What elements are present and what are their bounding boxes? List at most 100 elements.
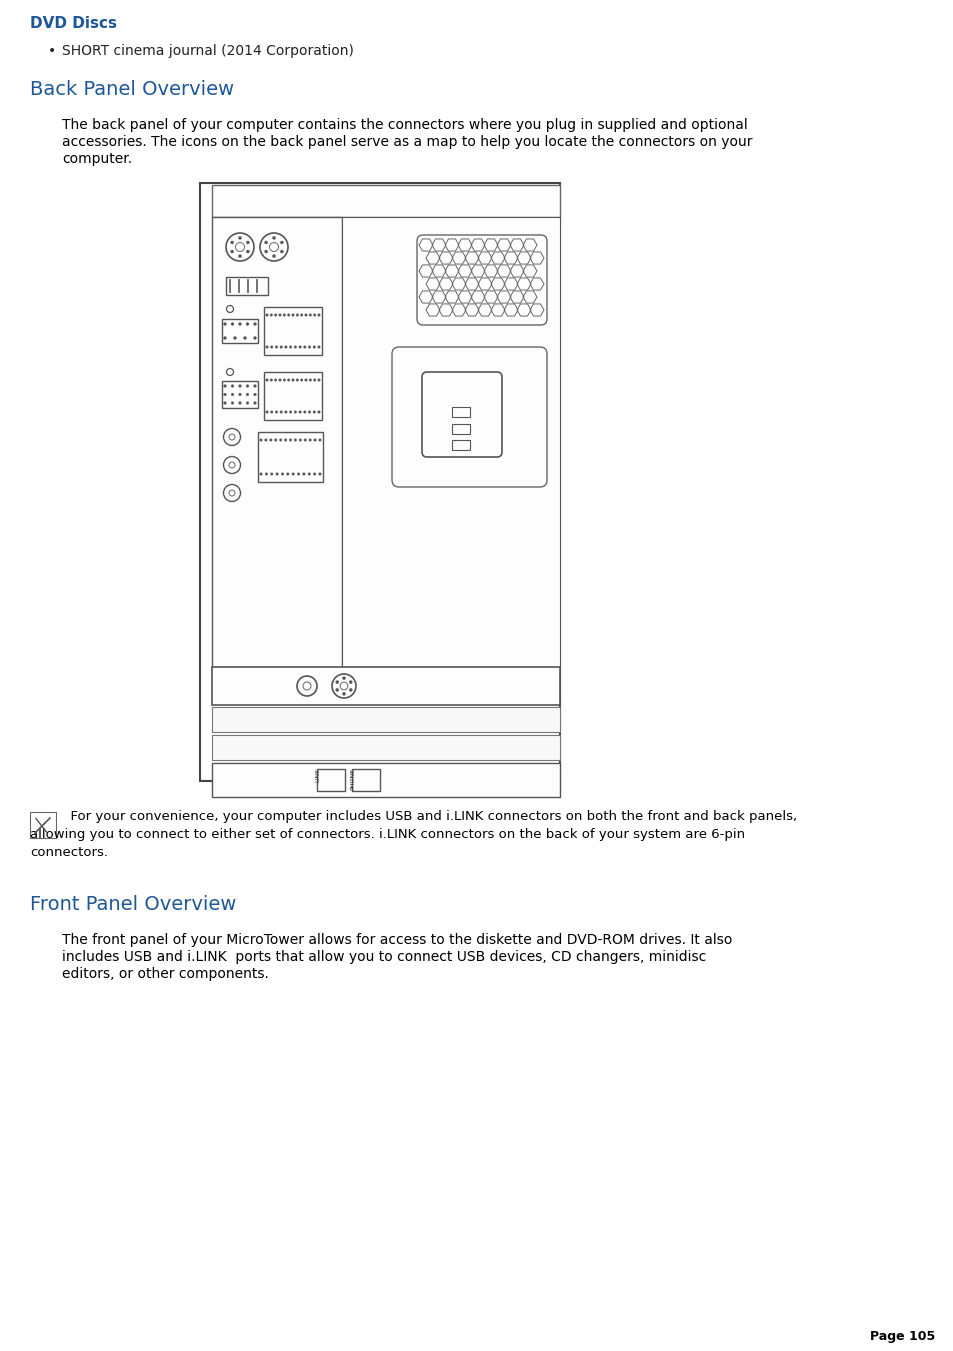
Circle shape: [246, 393, 249, 396]
Bar: [316, 769, 345, 790]
Circle shape: [266, 411, 268, 413]
Circle shape: [284, 439, 287, 442]
Circle shape: [231, 250, 233, 253]
Circle shape: [274, 346, 277, 349]
Circle shape: [289, 411, 292, 413]
Circle shape: [314, 439, 316, 442]
Circle shape: [302, 473, 305, 476]
Circle shape: [289, 346, 292, 349]
Circle shape: [295, 313, 298, 316]
Circle shape: [300, 313, 303, 316]
Circle shape: [231, 401, 233, 404]
Circle shape: [342, 677, 345, 680]
Bar: [212, 763, 559, 797]
Text: LINE: LINE: [314, 767, 319, 782]
Text: For your convenience, your computer includes USB and i.LINK connectors on both t: For your convenience, your computer incl…: [62, 811, 797, 823]
Circle shape: [246, 250, 249, 253]
Circle shape: [238, 236, 241, 239]
Circle shape: [279, 346, 282, 349]
Circle shape: [283, 378, 285, 381]
Circle shape: [223, 336, 226, 339]
Circle shape: [313, 411, 315, 413]
Text: PHONE: PHONE: [350, 767, 355, 790]
Circle shape: [287, 378, 290, 381]
Circle shape: [313, 378, 315, 381]
Circle shape: [304, 439, 306, 442]
Circle shape: [309, 313, 312, 316]
Circle shape: [317, 378, 320, 381]
Text: Back Panel Overview: Back Panel Overview: [30, 80, 233, 99]
Text: •: •: [48, 45, 56, 58]
Circle shape: [294, 411, 296, 413]
Circle shape: [265, 473, 268, 476]
Circle shape: [317, 411, 320, 413]
Bar: [212, 735, 559, 761]
Bar: [212, 218, 341, 701]
Circle shape: [253, 336, 256, 339]
Bar: [212, 667, 559, 705]
Circle shape: [273, 254, 275, 258]
Circle shape: [313, 346, 315, 349]
FancyBboxPatch shape: [416, 235, 546, 326]
Circle shape: [318, 473, 321, 476]
Circle shape: [238, 385, 241, 388]
Text: SHORT cinema journal (2014 Corporation): SHORT cinema journal (2014 Corporation): [62, 45, 354, 58]
Text: editors, or other components.: editors, or other components.: [62, 967, 269, 981]
Circle shape: [297, 473, 299, 476]
Circle shape: [264, 250, 268, 253]
Circle shape: [281, 473, 283, 476]
Text: computer.: computer.: [62, 153, 132, 166]
Circle shape: [231, 385, 233, 388]
Circle shape: [298, 439, 301, 442]
Circle shape: [335, 681, 338, 684]
Text: DVD Discs: DVD Discs: [30, 16, 117, 31]
Bar: [264, 307, 322, 355]
Circle shape: [270, 346, 273, 349]
Circle shape: [274, 411, 277, 413]
Circle shape: [292, 313, 294, 316]
Circle shape: [303, 411, 306, 413]
Circle shape: [317, 346, 320, 349]
Circle shape: [253, 323, 256, 326]
Bar: [212, 707, 559, 732]
Circle shape: [246, 385, 249, 388]
Circle shape: [274, 439, 276, 442]
Text: The back panel of your computer contains the connectors where you plug in suppli: The back panel of your computer contains…: [62, 118, 747, 132]
Circle shape: [313, 473, 315, 476]
Text: allowing you to connect to either set of connectors. i.LINK connectors on the ba: allowing you to connect to either set of…: [30, 828, 744, 842]
Circle shape: [295, 378, 298, 381]
Bar: [226, 277, 268, 295]
Circle shape: [238, 254, 241, 258]
Bar: [452, 424, 470, 434]
Circle shape: [287, 313, 290, 316]
Circle shape: [231, 323, 233, 326]
Circle shape: [238, 323, 241, 326]
Bar: [264, 372, 322, 420]
Circle shape: [289, 439, 292, 442]
Circle shape: [246, 240, 249, 245]
Text: includes USB and i.LINK  ports that allow you to connect USB devices, CD changer: includes USB and i.LINK ports that allow…: [62, 950, 705, 965]
Bar: [257, 432, 323, 482]
Circle shape: [279, 439, 282, 442]
Circle shape: [317, 313, 320, 316]
Circle shape: [309, 378, 312, 381]
Circle shape: [308, 473, 311, 476]
Bar: [212, 185, 559, 218]
Circle shape: [280, 240, 283, 245]
Circle shape: [308, 411, 311, 413]
Circle shape: [238, 393, 241, 396]
Circle shape: [270, 411, 273, 413]
Circle shape: [300, 378, 303, 381]
Circle shape: [259, 473, 262, 476]
Circle shape: [284, 411, 287, 413]
Bar: [452, 407, 470, 417]
Circle shape: [273, 236, 275, 239]
Circle shape: [253, 393, 256, 396]
Bar: [341, 218, 559, 701]
Circle shape: [309, 439, 311, 442]
Circle shape: [279, 411, 282, 413]
Circle shape: [266, 346, 268, 349]
Circle shape: [231, 240, 233, 245]
Circle shape: [278, 378, 281, 381]
Circle shape: [275, 473, 278, 476]
